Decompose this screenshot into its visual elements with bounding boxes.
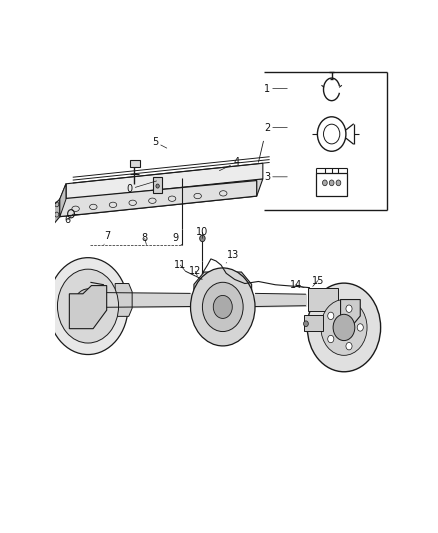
Text: 3: 3: [264, 172, 287, 182]
Bar: [307, 288, 338, 311]
Polygon shape: [60, 184, 66, 216]
Polygon shape: [60, 181, 257, 216]
Polygon shape: [115, 284, 132, 317]
Circle shape: [328, 312, 334, 320]
Text: 8: 8: [141, 233, 148, 245]
Circle shape: [328, 335, 334, 343]
Circle shape: [333, 314, 355, 341]
Bar: [153, 177, 162, 193]
Text: 9: 9: [172, 233, 182, 245]
Text: 12: 12: [189, 266, 202, 276]
Polygon shape: [60, 184, 66, 216]
Text: 1: 1: [264, 84, 287, 94]
Polygon shape: [66, 163, 263, 199]
Text: 2: 2: [264, 123, 287, 133]
Polygon shape: [60, 179, 263, 216]
Text: 4: 4: [219, 157, 240, 171]
Bar: [304, 315, 323, 330]
Text: 5: 5: [152, 137, 167, 148]
Circle shape: [307, 283, 381, 372]
Circle shape: [57, 269, 119, 343]
Circle shape: [357, 324, 363, 331]
Text: 11: 11: [174, 260, 187, 271]
Circle shape: [329, 180, 334, 185]
Circle shape: [191, 268, 255, 346]
Circle shape: [74, 289, 102, 324]
Polygon shape: [341, 300, 360, 332]
Polygon shape: [194, 272, 251, 338]
Circle shape: [321, 300, 367, 356]
Circle shape: [336, 180, 341, 185]
Text: 7: 7: [104, 231, 110, 245]
Text: 10: 10: [196, 227, 208, 238]
Circle shape: [304, 321, 308, 327]
Polygon shape: [69, 286, 107, 329]
Bar: [316, 173, 347, 196]
Circle shape: [81, 297, 95, 315]
Circle shape: [202, 282, 243, 332]
Polygon shape: [54, 199, 60, 224]
Circle shape: [346, 343, 352, 350]
Text: 0: 0: [127, 181, 156, 194]
Text: 6: 6: [64, 214, 74, 225]
Text: 13: 13: [226, 250, 239, 263]
Circle shape: [346, 305, 352, 312]
Circle shape: [200, 235, 205, 241]
Text: 15: 15: [311, 276, 324, 286]
Circle shape: [322, 180, 327, 185]
Circle shape: [48, 257, 128, 354]
Text: 14: 14: [290, 280, 304, 290]
Circle shape: [156, 184, 159, 188]
Circle shape: [213, 295, 232, 318]
Bar: [130, 160, 140, 167]
